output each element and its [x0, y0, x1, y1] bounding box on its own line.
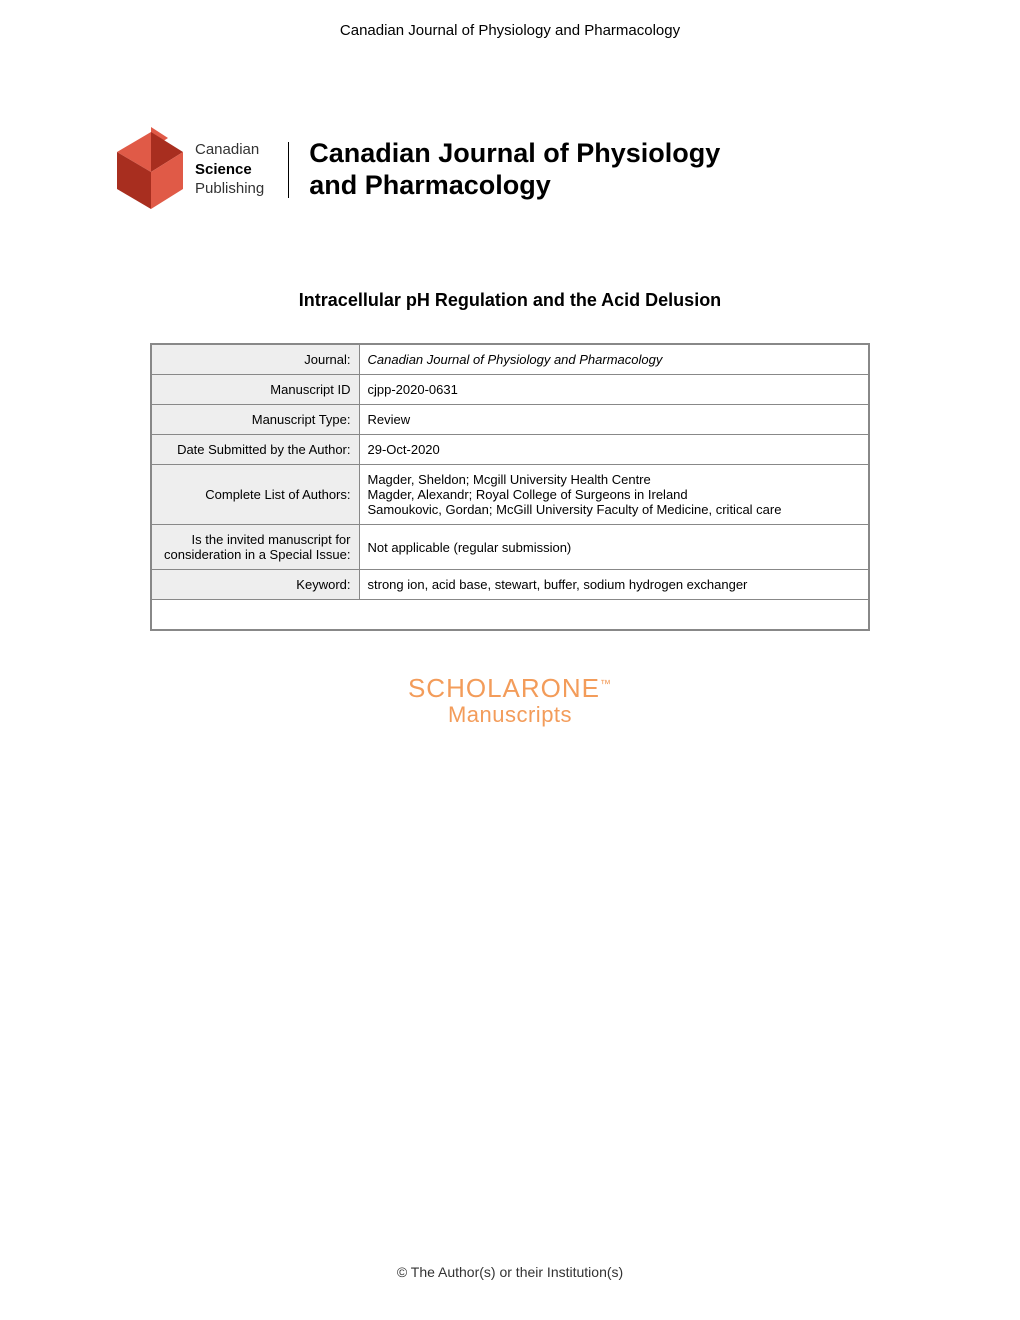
page-header: Canadian Journal of Physiology and Pharm… — [0, 0, 1020, 39]
metadata-label: Date Submitted by the Author: — [151, 435, 359, 465]
copyright-text: © The Author(s) or their Institution(s) — [397, 1264, 623, 1280]
table-row: Keyword:strong ion, acid base, stewart, … — [151, 570, 869, 600]
csp-logo-icon — [115, 127, 185, 212]
scholarone-line2: Manuscripts — [0, 702, 1020, 728]
publisher-line3: Publishing — [195, 179, 264, 199]
table-row-empty — [151, 600, 869, 630]
journal-title-line2: and Pharmacology — [309, 170, 720, 201]
metadata-label: Complete List of Authors: — [151, 465, 359, 525]
journal-title-large: Canadian Journal of Physiology and Pharm… — [309, 138, 720, 200]
metadata-value: 29-Oct-2020 — [359, 435, 869, 465]
publisher-line1: Canadian — [195, 140, 264, 160]
table-row: Manuscript IDcjpp-2020-0631 — [151, 375, 869, 405]
logo-divider — [288, 142, 289, 198]
publisher-line2: Science — [195, 160, 264, 180]
table-row: Is the invited manuscript for considerat… — [151, 525, 869, 570]
csp-logo: Canadian Science Publishing — [115, 127, 264, 212]
table-row: Journal:Canadian Journal of Physiology a… — [151, 344, 869, 375]
metadata-label: Journal: — [151, 344, 359, 375]
header-journal-name: Canadian Journal of Physiology and Pharm… — [340, 22, 680, 39]
metadata-label: Manuscript ID — [151, 375, 359, 405]
metadata-label: Manuscript Type: — [151, 405, 359, 435]
csp-logo-text: Canadian Science Publishing — [195, 140, 264, 199]
metadata-value: Magder, Sheldon; Mcgill University Healt… — [359, 465, 869, 525]
footer: © The Author(s) or their Institution(s) — [0, 1264, 1020, 1280]
manuscript-title: Intracellular pH Regulation and the Acid… — [0, 290, 1020, 311]
metadata-value: Not applicable (regular submission) — [359, 525, 869, 570]
metadata-label: Keyword: — [151, 570, 359, 600]
table-row: Date Submitted by the Author:29-Oct-2020 — [151, 435, 869, 465]
scholarone-line1: SCHOLARONE™ — [0, 673, 1020, 704]
metadata-label: Is the invited manuscript for considerat… — [151, 525, 359, 570]
logo-section: Canadian Science Publishing Canadian Jou… — [115, 127, 1020, 212]
journal-title-line1: Canadian Journal of Physiology — [309, 138, 720, 169]
metadata-value: Canadian Journal of Physiology and Pharm… — [359, 344, 869, 375]
table-row: Complete List of Authors:Magder, Sheldon… — [151, 465, 869, 525]
metadata-value: strong ion, acid base, stewart, buffer, … — [359, 570, 869, 600]
empty-cell — [151, 600, 869, 630]
metadata-table: Journal:Canadian Journal of Physiology a… — [150, 343, 870, 631]
metadata-value: cjpp-2020-0631 — [359, 375, 869, 405]
scholarone-logo: SCHOLARONE™ Manuscripts — [0, 673, 1020, 728]
metadata-value: Review — [359, 405, 869, 435]
table-row: Manuscript Type:Review — [151, 405, 869, 435]
